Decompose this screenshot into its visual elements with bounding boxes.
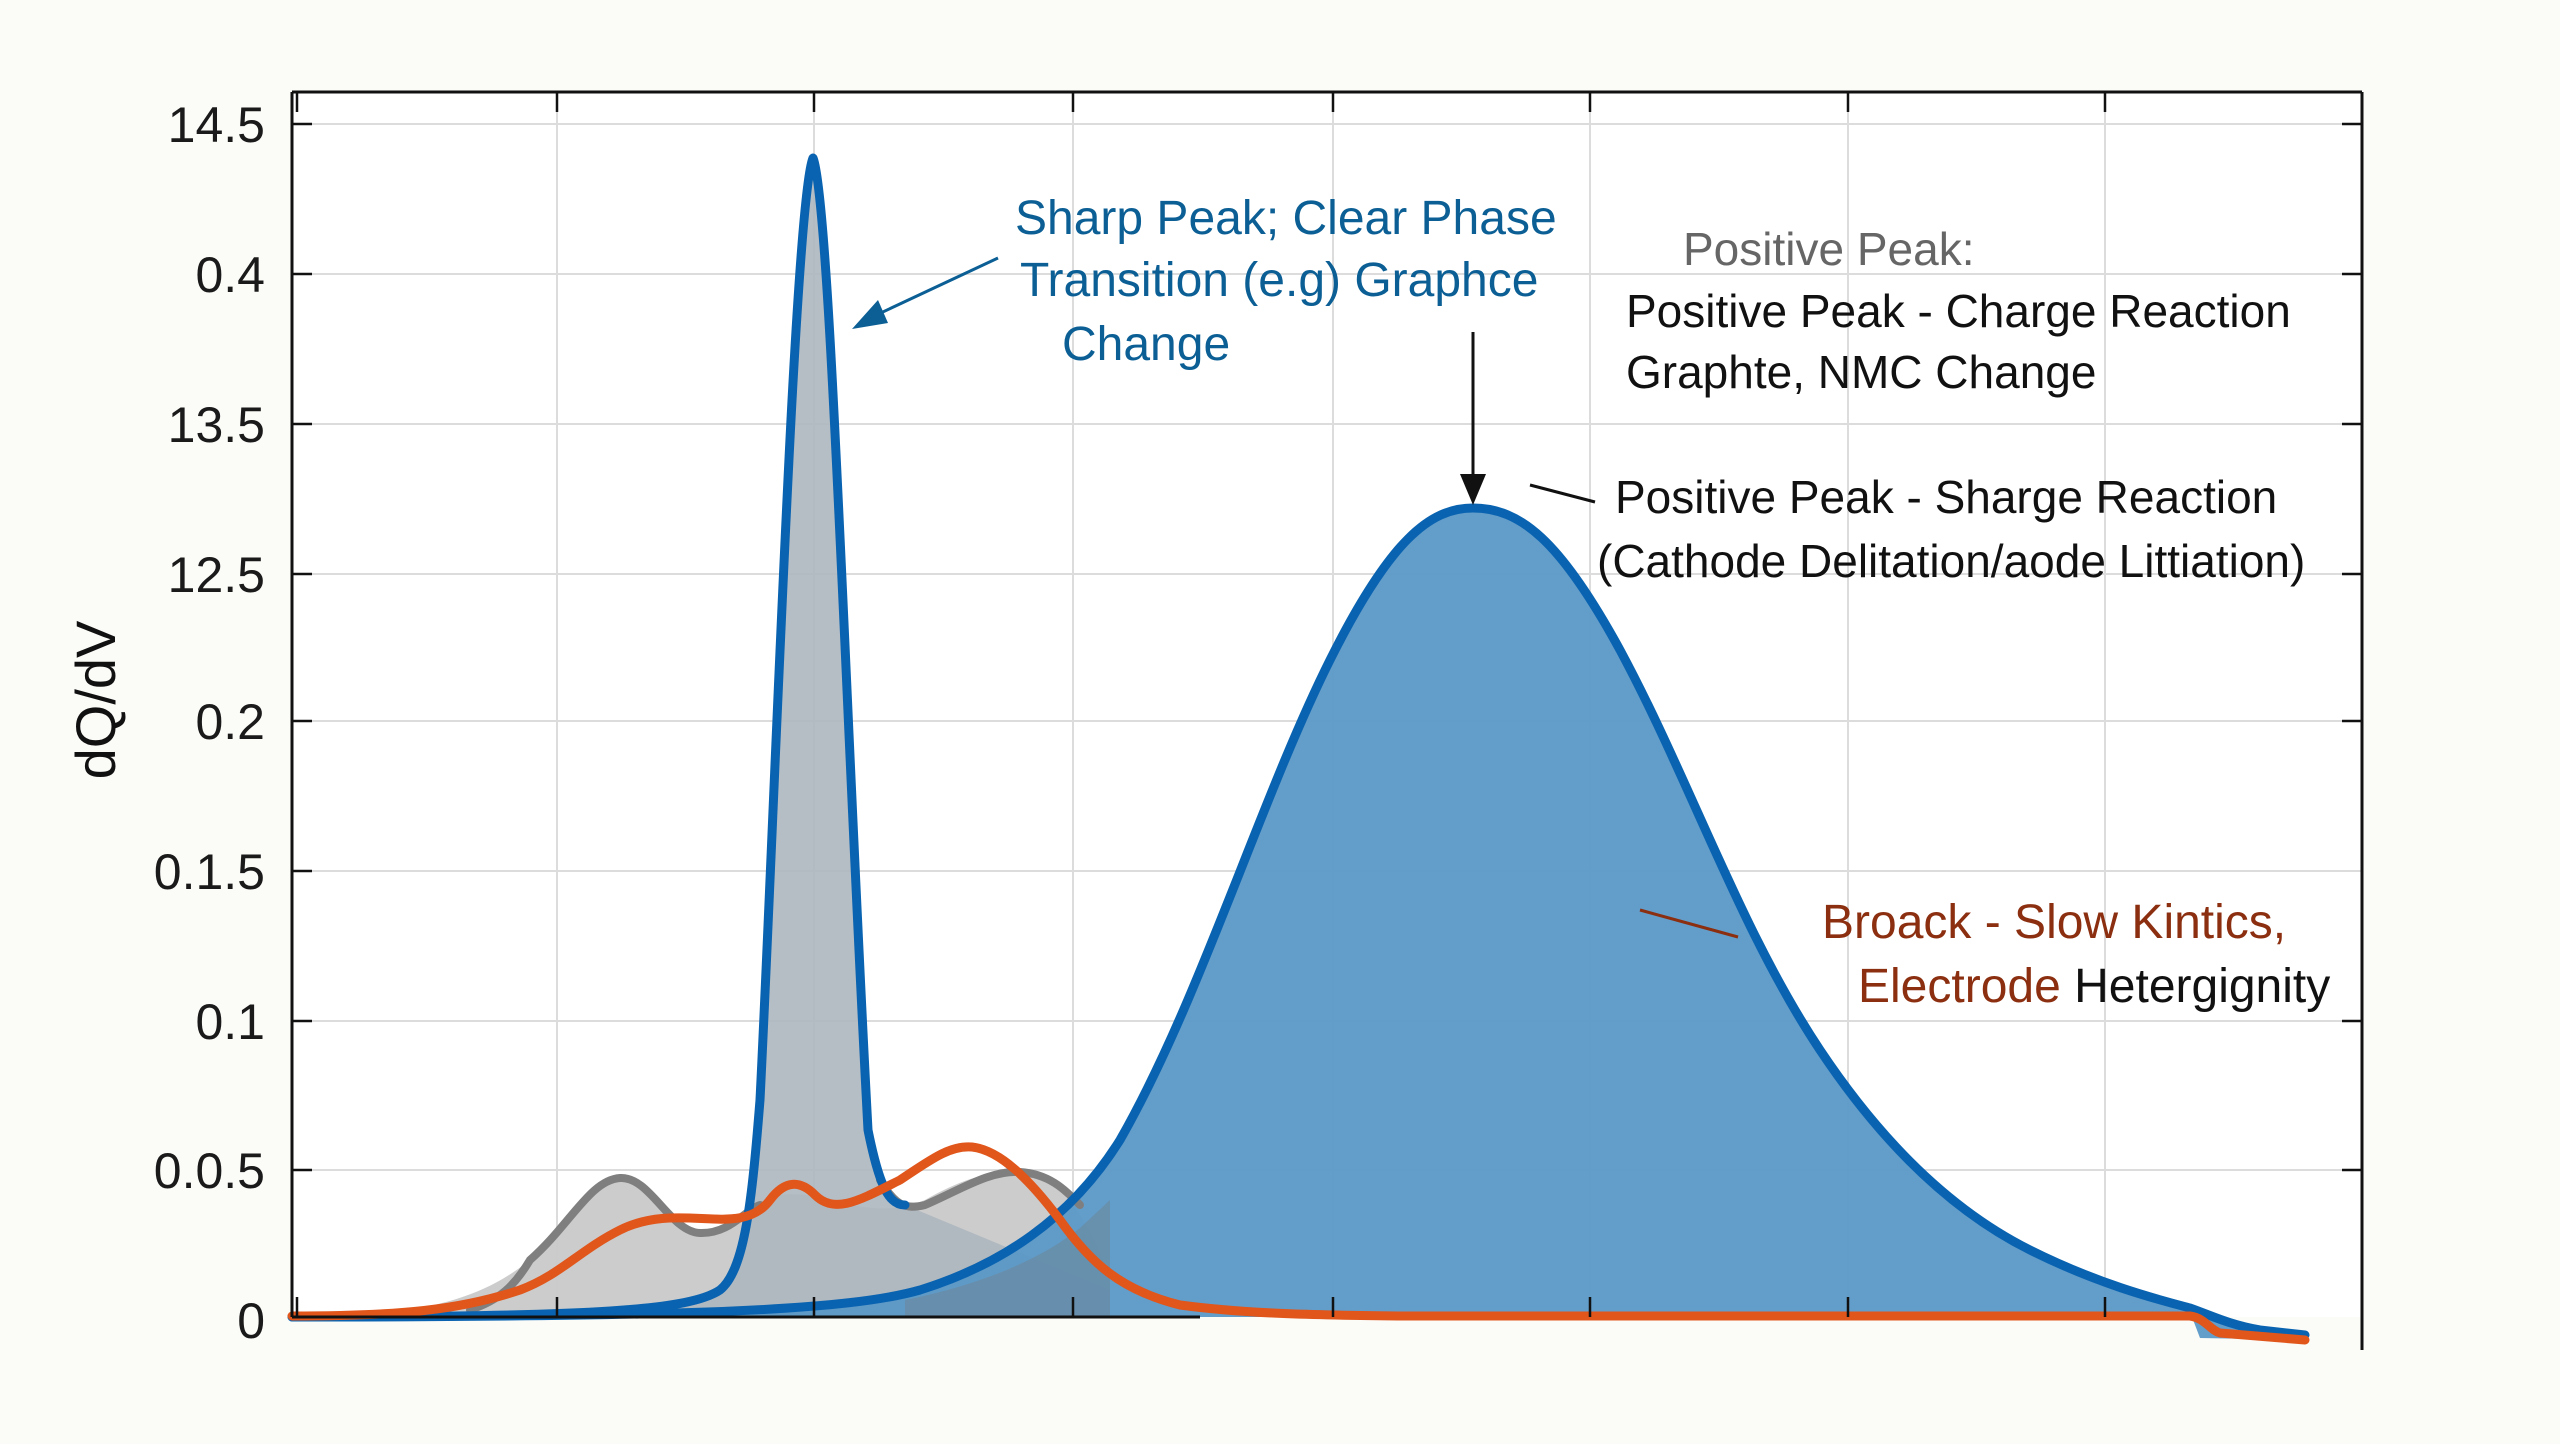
annotation-text: Transition (e.g) Graphce bbox=[1020, 254, 1538, 307]
y-tick-label: 0.0.5 bbox=[154, 1143, 265, 1199]
y-tick-label: 0.2 bbox=[195, 694, 265, 750]
orange-curve-line bbox=[287, 1142, 2310, 1345]
y-tick-label: 14.5 bbox=[168, 97, 265, 153]
annotation-text-part: Hetergignity bbox=[2074, 960, 2330, 1013]
axis-ticks bbox=[292, 92, 2362, 1317]
sharp-peak-line bbox=[287, 153, 910, 1322]
down-arrow-icon bbox=[1460, 332, 1486, 505]
annotation-text: Positive Peak - Charge Reaction bbox=[1626, 285, 2291, 337]
y-tick-label: 13.5 bbox=[168, 397, 265, 453]
broad-peak-line bbox=[287, 503, 2310, 1340]
y-tick-labels: 14.5 0.4 13.5 12.5 0.2 0.1.5 0.1 0.0.5 0 bbox=[154, 97, 265, 1349]
annotation-text: Electrode Hetergignity bbox=[1858, 960, 2330, 1013]
annotation-text: (Cathode Delitation/aode Littiation) bbox=[1597, 535, 2305, 587]
leader-line bbox=[1639, 908, 1739, 939]
annotation-text: Broack - Slow Kintics, bbox=[1822, 896, 2286, 949]
y-tick-label: 12.5 bbox=[168, 547, 265, 603]
positive-peak-header: Positive Peak: bbox=[1683, 223, 1974, 275]
sharp-peak-arrow-icon bbox=[852, 256, 999, 329]
leader-line bbox=[1529, 483, 1596, 504]
broad-annotation: Broack - Slow Kintics, Electrode Hetergi… bbox=[1822, 896, 2330, 1013]
y-tick-label: 0.1 bbox=[195, 994, 265, 1050]
positive-peak-sharge-annotation: Positive Peak - Sharge Reaction (Cathode… bbox=[1597, 471, 2305, 587]
axes-frame bbox=[290, 90, 2364, 1350]
y-tick-label: 0 bbox=[237, 1293, 265, 1349]
y-tick-label: 0.4 bbox=[195, 247, 265, 303]
annotation-text: Sharp Peak; Clear Phase bbox=[1015, 192, 1557, 245]
annotation-text-part: Electrode bbox=[1858, 960, 2074, 1013]
annotation-text: Graphte, NMC Change bbox=[1626, 346, 2096, 398]
broad-peak-fill bbox=[292, 508, 2305, 1340]
grey-curve-line bbox=[466, 1174, 764, 1314]
overlap-shade bbox=[905, 1200, 1110, 1317]
sharp-peak-annotation: Sharp Peak; Clear Phase Transition (e.g)… bbox=[1015, 192, 1557, 371]
y-axis-label: dQ/dV bbox=[64, 620, 127, 779]
annotation-text: Positive Peak - Sharge Reaction bbox=[1615, 471, 2277, 523]
annotation-text: Change bbox=[1062, 318, 1230, 371]
positive-peak-charge-annotation: Positive Peak - Charge Reaction Graphte,… bbox=[1626, 285, 2291, 398]
y-tick-label: 0.1.5 bbox=[154, 844, 265, 900]
